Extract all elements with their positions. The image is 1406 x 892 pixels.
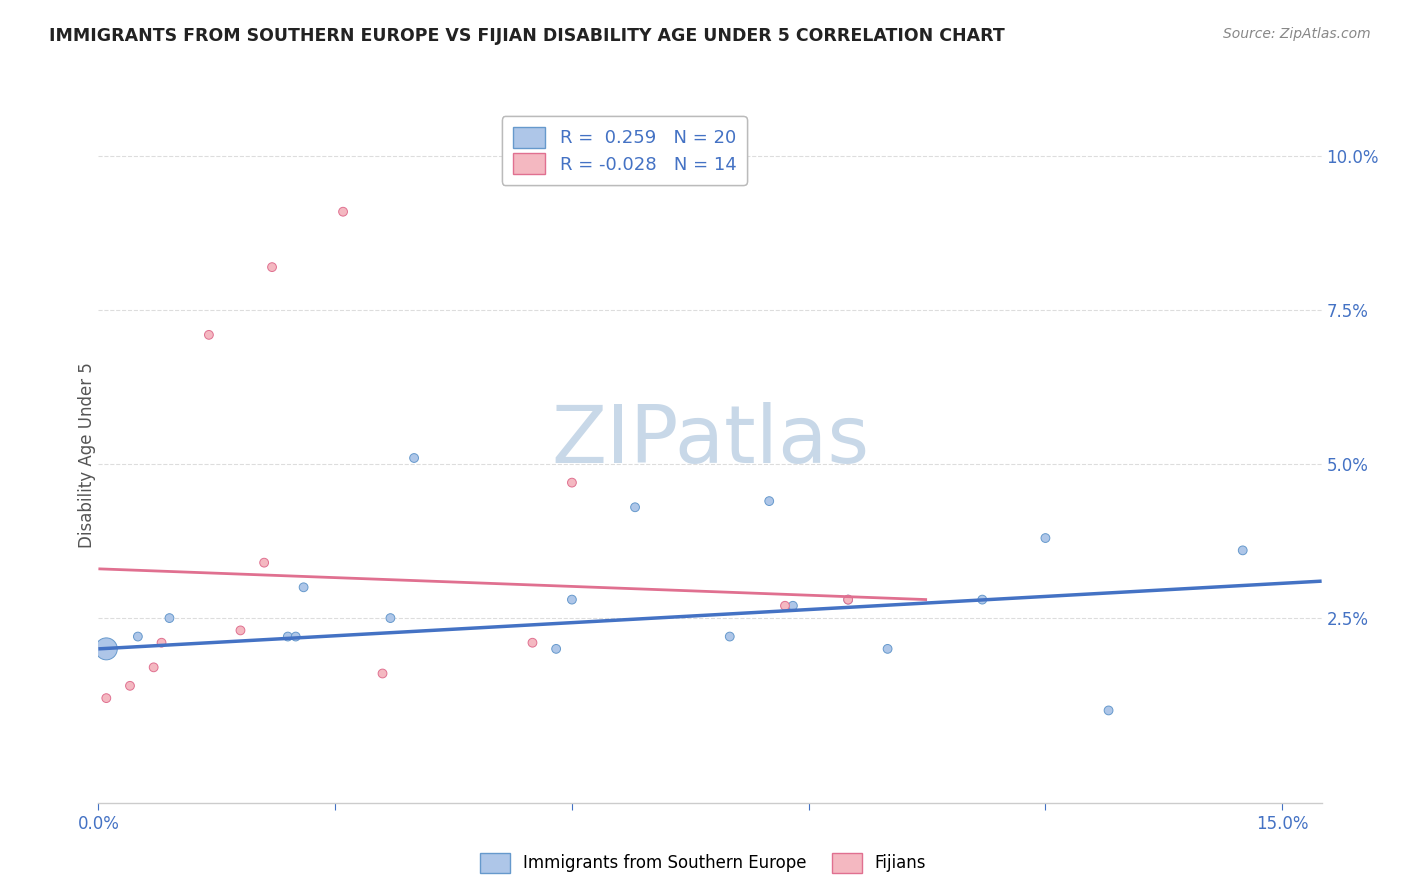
Legend: R =  0.259   N = 20, R = -0.028   N = 14: R = 0.259 N = 20, R = -0.028 N = 14: [502, 116, 747, 185]
Point: [159, 611, 181, 625]
Point: [837, 592, 859, 607]
Point: [758, 494, 780, 508]
Y-axis label: Disability Age Under 5: Disability Age Under 5: [79, 362, 96, 548]
Point: [1097, 703, 1119, 717]
Text: IMMIGRANTS FROM SOUTHERN EUROPE VS FIJIAN DISABILITY AGE UNDER 5 CORRELATION CHA: IMMIGRANTS FROM SOUTHERN EUROPE VS FIJIA…: [49, 27, 1005, 45]
Point: [624, 500, 647, 515]
Point: [118, 679, 141, 693]
Point: [972, 592, 994, 607]
Point: [150, 636, 173, 650]
Point: [96, 691, 118, 706]
Point: [561, 475, 583, 490]
Point: [96, 641, 118, 656]
Point: [837, 592, 859, 607]
Point: [718, 630, 741, 644]
Text: Source: ZipAtlas.com: Source: ZipAtlas.com: [1223, 27, 1371, 41]
Point: [292, 580, 315, 594]
Point: [260, 260, 283, 274]
Point: [371, 666, 394, 681]
Point: [332, 204, 354, 219]
Point: [253, 556, 276, 570]
Point: [1232, 543, 1254, 558]
Point: [773, 599, 796, 613]
Text: ZIPatlas: ZIPatlas: [551, 402, 869, 480]
Point: [380, 611, 402, 625]
Point: [127, 630, 149, 644]
Point: [277, 630, 299, 644]
Point: [561, 592, 583, 607]
Point: [522, 636, 544, 650]
Point: [782, 599, 804, 613]
Point: [198, 327, 221, 342]
Point: [229, 624, 252, 638]
Point: [876, 641, 898, 656]
Point: [546, 641, 568, 656]
Point: [142, 660, 165, 674]
Point: [404, 450, 426, 465]
Point: [1035, 531, 1057, 545]
Point: [284, 630, 307, 644]
Legend: Immigrants from Southern Europe, Fijians: Immigrants from Southern Europe, Fijians: [472, 847, 934, 880]
